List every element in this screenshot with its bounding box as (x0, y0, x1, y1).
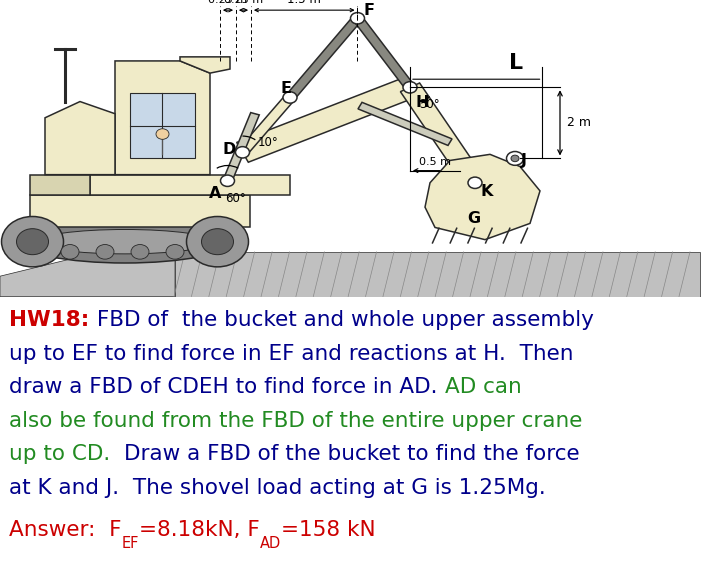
Polygon shape (286, 16, 362, 100)
Text: EF: EF (122, 536, 139, 551)
Text: Answer:  F: Answer: F (9, 520, 122, 540)
Polygon shape (180, 57, 230, 73)
Circle shape (507, 151, 523, 165)
Text: =158 kN: =158 kN (281, 520, 376, 540)
Text: Draw a FBD of the bucket to find the force: Draw a FBD of the bucket to find the for… (124, 444, 580, 464)
Text: 0.5 m: 0.5 m (419, 157, 451, 166)
Circle shape (511, 155, 519, 162)
Polygon shape (90, 175, 290, 195)
Polygon shape (175, 252, 700, 297)
Polygon shape (30, 195, 250, 228)
Text: AD: AD (260, 536, 281, 551)
Text: 1.5 m: 1.5 m (288, 0, 321, 6)
Text: 0.25 m: 0.25 m (224, 0, 263, 5)
Text: L: L (509, 53, 523, 73)
Text: up to CD.: up to CD. (9, 444, 124, 464)
Polygon shape (358, 102, 452, 146)
Polygon shape (353, 16, 414, 90)
Text: 10°: 10° (258, 136, 278, 149)
Ellipse shape (20, 220, 230, 263)
Text: G: G (467, 212, 480, 227)
Circle shape (1, 217, 63, 267)
Text: at K and J.  The shovel load acting at G is 1.25Mg.: at K and J. The shovel load acting at G … (9, 477, 546, 498)
Circle shape (166, 244, 184, 259)
Text: AD can: AD can (445, 377, 521, 397)
Circle shape (156, 129, 169, 139)
Text: 2 m: 2 m (568, 116, 591, 129)
Polygon shape (0, 252, 175, 297)
Circle shape (235, 147, 250, 158)
Circle shape (468, 177, 482, 188)
Text: A: A (208, 186, 221, 201)
Polygon shape (237, 77, 416, 162)
Text: E: E (281, 80, 292, 95)
Text: =8.18kN, F: =8.18kN, F (139, 520, 260, 540)
Circle shape (96, 244, 114, 259)
Polygon shape (45, 102, 115, 175)
Text: H: H (416, 95, 430, 110)
Polygon shape (30, 175, 90, 195)
Ellipse shape (38, 229, 213, 254)
Polygon shape (130, 94, 195, 158)
Polygon shape (400, 83, 485, 187)
Polygon shape (223, 113, 259, 182)
Text: draw a FBD of CDEH to find force in AD.: draw a FBD of CDEH to find force in AD. (9, 377, 445, 397)
Text: up to EF to find force in EF and reactions at H.  Then: up to EF to find force in EF and reactio… (9, 343, 574, 364)
Circle shape (202, 229, 234, 255)
Polygon shape (425, 154, 540, 240)
Circle shape (61, 244, 79, 259)
Text: FBD of  the bucket and whole upper assembly: FBD of the bucket and whole upper assemb… (90, 310, 593, 330)
Text: 60°: 60° (225, 192, 246, 205)
Text: HW18:: HW18: (9, 310, 90, 330)
Circle shape (17, 229, 49, 255)
Text: 0.25 m: 0.25 m (208, 0, 248, 5)
Polygon shape (115, 61, 210, 175)
Circle shape (403, 81, 417, 93)
Polygon shape (238, 95, 295, 155)
Text: F: F (363, 3, 374, 18)
Circle shape (221, 175, 234, 187)
Circle shape (131, 244, 149, 259)
Text: J: J (521, 153, 527, 168)
Text: 30°: 30° (419, 98, 440, 112)
Circle shape (186, 217, 248, 267)
Circle shape (350, 13, 365, 24)
Text: also be found from the FBD of the entire upper crane: also be found from the FBD of the entire… (9, 410, 583, 431)
Circle shape (283, 92, 297, 103)
Text: D: D (223, 142, 236, 157)
Text: K: K (481, 184, 494, 199)
